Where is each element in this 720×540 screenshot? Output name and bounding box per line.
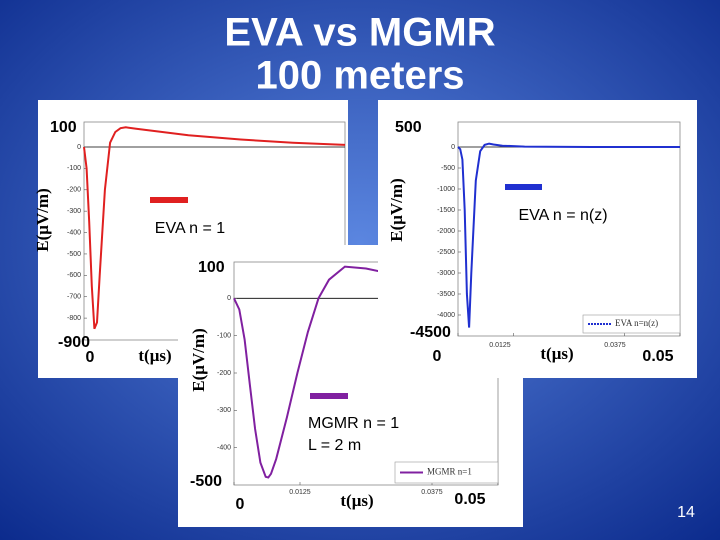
y-tick-label: -100	[217, 333, 231, 340]
page-number: 14	[677, 504, 695, 521]
inner-legend-label: MGMR n=1	[427, 467, 472, 477]
legend-label: EVA n = n(z)	[518, 207, 607, 224]
y-tick-label: -2000	[437, 228, 455, 235]
y-tick-label: -1000	[437, 186, 455, 193]
x-tick-label: 0	[236, 496, 245, 513]
legend-label: EVA n = 1	[155, 220, 226, 237]
y-tick-label: -600	[67, 272, 81, 279]
y-tick-label: -400	[217, 445, 231, 452]
y-tick-label: 0	[77, 144, 81, 151]
y-limit-label: 100	[198, 259, 225, 276]
x-axis-label: t(μs)	[340, 491, 373, 510]
y-tick-label: -500	[67, 251, 81, 258]
title: EVA vs MGMR	[224, 11, 495, 55]
y-limit-label: 500	[395, 119, 422, 136]
y-tick-label: -200	[217, 370, 231, 377]
y-tick-label: -500	[441, 165, 455, 172]
y-tick-label: -200	[67, 187, 81, 194]
y-tick-label: -1500	[437, 207, 455, 214]
y-tick-label: 0	[227, 295, 231, 302]
inner-legend-label: EVA n=n(z)	[615, 318, 658, 328]
y-tick-label: -800	[67, 315, 81, 322]
x-tick-label: 0	[86, 349, 95, 366]
legend-label: MGMR n = 1	[308, 415, 399, 432]
y-tick-label: -2500	[437, 249, 455, 256]
x-tick-label: 0.0375	[421, 489, 443, 496]
y-tick-label: 0	[451, 144, 455, 151]
y-tick-label: -3500	[437, 291, 455, 298]
y-tick-label: -400	[67, 229, 81, 236]
y-axis-label: E(μV/m)	[33, 188, 52, 251]
x-axis-label: t(μs)	[138, 346, 171, 365]
annotation: L = 2 m	[308, 437, 361, 454]
x-tick-label: 0.05	[454, 491, 485, 508]
x-tick-label: 0.0375	[604, 342, 626, 349]
y-tick-label: -700	[67, 294, 81, 301]
y-tick-label: -4000	[437, 312, 455, 319]
inner-legend-box	[394, 461, 499, 484]
chart: 0 -500 -1000 -1500 -2000 -2500 -3000 -3500 -4000…	[378, 100, 697, 378]
x-axis-label: t(μs)	[540, 344, 573, 363]
subtitle: 100 meters	[255, 54, 464, 98]
line	[457, 142, 680, 328]
y-tick-label: -3000	[437, 270, 455, 277]
y-limit-label: -500	[190, 473, 222, 490]
x-tick-label: 0.05	[642, 348, 673, 365]
plot-frame	[457, 121, 681, 337]
y-axis-label: E(μV/m)	[189, 328, 208, 391]
inner-legend-box	[582, 314, 681, 334]
x-tick-label: 0	[433, 348, 442, 365]
x-tick-label: 0.0125	[289, 489, 311, 496]
y-tick-label: -100	[67, 165, 81, 172]
y-tick-label: -300	[217, 407, 231, 414]
y-axis-label: E(μV/m)	[387, 178, 406, 241]
y-tick-label: -300	[67, 208, 81, 215]
y-limit-label: -4500	[410, 324, 451, 341]
y-limit-label: -900	[58, 334, 90, 351]
y-limit-label: 100	[50, 119, 77, 136]
line	[83, 126, 346, 330]
x-tick-label: 0.0125	[489, 342, 511, 349]
